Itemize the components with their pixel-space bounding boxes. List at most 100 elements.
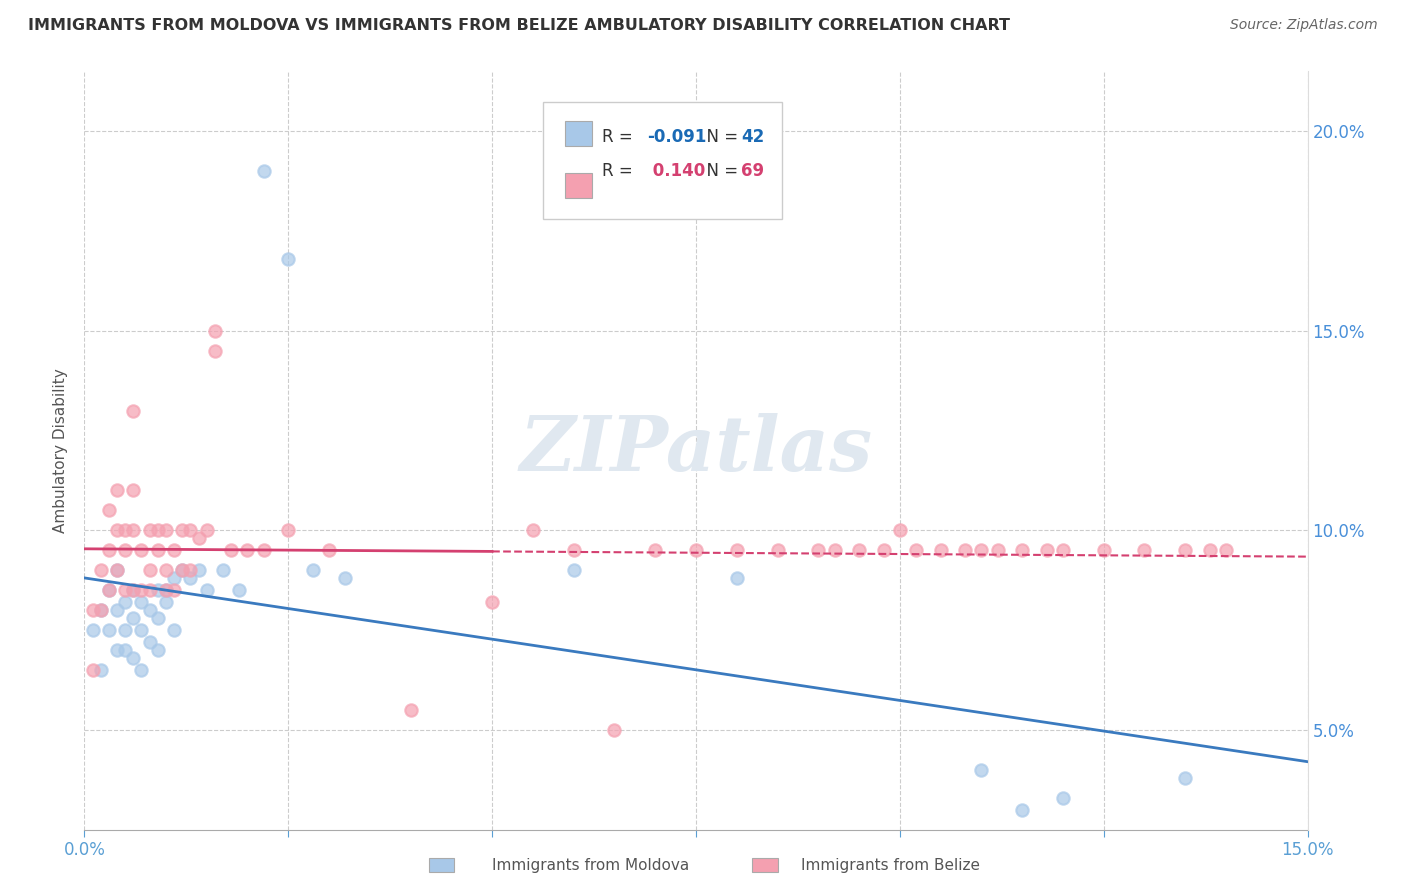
- Point: [872, 543, 894, 558]
- Point: [163, 571, 186, 585]
- Point: [163, 623, 186, 637]
- Text: -0.091: -0.091: [647, 128, 706, 146]
- Y-axis label: Ambulatory Disability: Ambulatory Disability: [53, 368, 69, 533]
- Point: [122, 583, 145, 598]
- Point: [97, 583, 120, 598]
- Point: [114, 583, 136, 598]
- Point: [90, 663, 112, 677]
- Text: Immigrants from Moldova: Immigrants from Moldova: [492, 858, 689, 872]
- FancyBboxPatch shape: [543, 102, 782, 219]
- Point: [889, 523, 911, 537]
- Point: [277, 252, 299, 266]
- Point: [1052, 543, 1074, 558]
- Point: [105, 643, 128, 657]
- Point: [172, 523, 194, 537]
- Point: [929, 543, 952, 558]
- Point: [155, 583, 177, 598]
- Point: [122, 403, 145, 417]
- Point: [114, 543, 136, 558]
- Point: [105, 563, 128, 577]
- Point: [82, 663, 104, 677]
- Point: [97, 543, 120, 558]
- Point: [131, 595, 153, 609]
- Point: [905, 543, 928, 558]
- Point: [97, 583, 120, 598]
- Point: [163, 543, 186, 558]
- Point: [953, 543, 976, 558]
- Text: 42: 42: [741, 128, 765, 146]
- Point: [725, 571, 748, 585]
- Point: [195, 523, 218, 537]
- Point: [179, 523, 201, 537]
- Point: [766, 543, 789, 558]
- Point: [301, 563, 323, 577]
- Text: 69: 69: [741, 162, 765, 180]
- Point: [1035, 543, 1057, 558]
- Text: R =: R =: [602, 128, 638, 146]
- Point: [603, 723, 626, 737]
- Point: [1092, 543, 1115, 558]
- Point: [97, 503, 120, 517]
- Point: [522, 523, 544, 537]
- Text: IMMIGRANTS FROM MOLDOVA VS IMMIGRANTS FROM BELIZE AMBULATORY DISABILITY CORRELAT: IMMIGRANTS FROM MOLDOVA VS IMMIGRANTS FR…: [28, 18, 1010, 33]
- Point: [155, 583, 177, 598]
- Point: [481, 595, 503, 609]
- Point: [204, 343, 226, 358]
- Point: [848, 543, 870, 558]
- Point: [90, 563, 112, 577]
- Point: [1174, 771, 1197, 785]
- Point: [114, 623, 136, 637]
- Text: N =: N =: [696, 128, 744, 146]
- Point: [970, 543, 993, 558]
- Point: [131, 543, 153, 558]
- Point: [82, 603, 104, 617]
- Point: [187, 531, 209, 545]
- Point: [122, 483, 145, 498]
- Point: [824, 543, 846, 558]
- Point: [562, 543, 585, 558]
- Point: [146, 523, 169, 537]
- Point: [236, 543, 259, 558]
- Point: [97, 623, 120, 637]
- Point: [146, 643, 169, 657]
- Text: N =: N =: [696, 162, 744, 180]
- Point: [1198, 543, 1220, 558]
- Point: [179, 563, 201, 577]
- Point: [1011, 543, 1033, 558]
- Text: Source: ZipAtlas.com: Source: ZipAtlas.com: [1230, 18, 1378, 32]
- Point: [1215, 543, 1237, 558]
- Point: [970, 763, 993, 777]
- Point: [90, 603, 112, 617]
- Text: ZIPatlas: ZIPatlas: [519, 414, 873, 487]
- Point: [146, 611, 169, 625]
- Point: [253, 543, 276, 558]
- Point: [228, 583, 250, 598]
- Point: [138, 523, 160, 537]
- Point: [114, 523, 136, 537]
- Point: [138, 563, 160, 577]
- Point: [172, 563, 194, 577]
- Point: [318, 543, 340, 558]
- Point: [987, 543, 1010, 558]
- Point: [219, 543, 242, 558]
- Point: [725, 543, 748, 558]
- Point: [179, 571, 201, 585]
- Point: [1011, 803, 1033, 817]
- Point: [138, 583, 160, 598]
- Point: [90, 603, 112, 617]
- Point: [1174, 543, 1197, 558]
- Point: [146, 583, 169, 598]
- Bar: [565, 121, 592, 145]
- Point: [105, 603, 128, 617]
- Point: [131, 663, 153, 677]
- Point: [212, 563, 235, 577]
- Point: [277, 523, 299, 537]
- Point: [335, 571, 357, 585]
- Point: [204, 324, 226, 338]
- Point: [807, 543, 830, 558]
- Point: [105, 523, 128, 537]
- Point: [685, 543, 707, 558]
- Point: [187, 563, 209, 577]
- Point: [1052, 790, 1074, 805]
- Text: R =: R =: [602, 162, 638, 180]
